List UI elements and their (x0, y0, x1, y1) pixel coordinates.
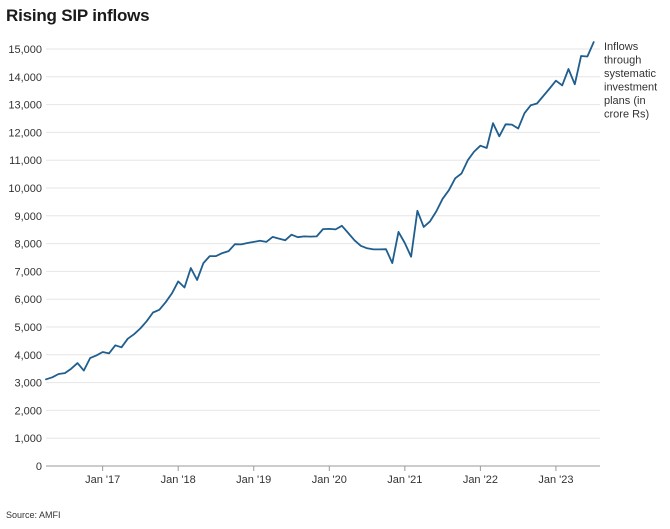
source-note: Source: AMFI (6, 510, 61, 520)
y-tick-label: 0 (36, 461, 42, 473)
annotation-line: plans (in (604, 95, 646, 107)
series-line (45, 41, 595, 381)
gridlines (46, 48, 600, 439)
x-tick-label: Jan '18 (161, 474, 196, 486)
x-tick-label: Jan '21 (387, 474, 422, 486)
y-tick-label: 13,000 (8, 100, 42, 112)
y-tick-label: 8,000 (14, 239, 42, 251)
annotation-line: systematic (604, 68, 656, 80)
y-tick-label: 4,000 (14, 350, 42, 362)
y-tick-label: 7,000 (14, 266, 42, 278)
annotation-line: investment (604, 82, 657, 94)
y-tick-label: 1,000 (14, 433, 42, 445)
x-tick-label: Jan '17 (85, 474, 120, 486)
series-annotation: Inflows through systematic investment plans … (604, 41, 657, 121)
y-tick-label: 5,000 (14, 322, 42, 334)
annotation-line: through (604, 55, 641, 67)
y-tick-label: 9,000 (14, 211, 42, 223)
series-layer (45, 41, 595, 381)
y-tick-label: 2,000 (14, 405, 42, 417)
y-tick-label: 11,000 (9, 155, 42, 167)
x-tick-label: Jan '19 (236, 474, 271, 486)
annotation-line: Inflows (604, 41, 639, 53)
x-tick-label: Jan '22 (463, 474, 498, 486)
y-tick-label: 3,000 (14, 378, 42, 390)
y-axis-ticks: 0 1,000 2,000 3,000 4,000 5,000 6,000 7,000 8,00… (8, 44, 42, 473)
chart-title: Rising SIP inflows (6, 6, 150, 25)
x-tick-label: Jan '23 (538, 474, 573, 486)
y-tick-label: 15,000 (8, 44, 42, 56)
y-tick-label: 12,000 (8, 127, 42, 139)
x-tick-label: Jan '20 (312, 474, 347, 486)
x-axis-ticks: Jan '17 Jan '18 Jan '19 Jan '20 Jan '21 Jan '… (85, 466, 574, 486)
y-tick-label: 6,000 (14, 294, 42, 306)
annotation-line: crore Rs) (604, 109, 649, 121)
y-tick-label: 10,000 (8, 183, 42, 195)
y-tick-label: 14,000 (8, 72, 42, 84)
